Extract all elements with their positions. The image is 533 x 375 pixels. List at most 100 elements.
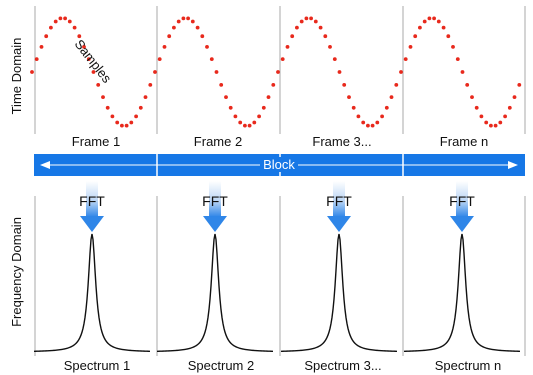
sample-point (418, 25, 422, 30)
sample-point (332, 57, 337, 61)
right-arrowhead-icon (508, 161, 518, 169)
sample-point (110, 114, 115, 119)
fft-arrow-head-icon (203, 216, 227, 232)
sample-point (34, 57, 39, 61)
fft-label: FFT (79, 193, 105, 209)
spectrum-label: Spectrum 3... (304, 358, 381, 373)
sample-point (342, 83, 347, 87)
sample-point (124, 123, 129, 128)
sample-point (209, 57, 214, 61)
sample-point (153, 70, 157, 74)
frequency-domain-dividers (34, 196, 526, 356)
sample-point (190, 19, 195, 24)
sample-points (30, 16, 522, 128)
sample-point (77, 34, 82, 39)
sample-point (224, 95, 228, 99)
sample-point (446, 34, 451, 39)
sample-point (470, 95, 474, 99)
sample-point (422, 19, 427, 24)
sample-point (129, 120, 134, 125)
sample-point (517, 83, 522, 87)
fft-arrow-shaft (86, 181, 98, 217)
fft-arrow-head-icon (450, 216, 474, 232)
fft-arrow-shaft (456, 181, 468, 217)
fft-arrow-head-icon (327, 216, 351, 232)
spectrum-curve (403, 233, 521, 352)
sample-point (347, 95, 351, 99)
sample-point (96, 83, 101, 87)
sample-point (356, 114, 361, 119)
sample-point (44, 34, 49, 39)
sample-point (413, 34, 418, 39)
sample-point (205, 45, 209, 49)
sample-point (280, 57, 285, 61)
sample-point (290, 34, 295, 39)
spectrum-curves (33, 233, 521, 352)
sample-point (143, 95, 148, 99)
sample-point (172, 25, 176, 30)
sample-point (276, 70, 280, 74)
sample-point (252, 120, 257, 125)
fft-label: FFT (449, 193, 475, 209)
sample-point (39, 45, 44, 49)
sample-point (441, 25, 446, 30)
samples-annotation: Samples (72, 37, 115, 86)
sample-point (403, 57, 408, 61)
sample-point (366, 123, 370, 128)
sample-point (243, 123, 247, 128)
spectrum-label: Spectrum 1 (64, 358, 130, 373)
sample-point (479, 114, 484, 119)
frame-label: Frame n (440, 134, 488, 149)
sample-point (489, 123, 493, 128)
sample-point (138, 105, 143, 110)
sample-point (465, 83, 470, 87)
spectrum-curve (156, 233, 274, 352)
sample-point (389, 95, 394, 99)
spectrum-labels: Spectrum 1 Spectrum 2 Spectrum 3... Spec… (64, 358, 501, 373)
sample-point (30, 70, 34, 74)
frame-label: Frame 1 (72, 134, 120, 149)
sample-point (384, 105, 389, 110)
spectrum-label: Spectrum 2 (188, 358, 254, 373)
sample-point (58, 16, 63, 21)
sample-point (295, 25, 299, 30)
fft-arrow-shaft (333, 181, 345, 217)
sample-point (512, 95, 517, 99)
spectrum-curve (280, 233, 398, 352)
spectrum-curve (33, 233, 151, 352)
fft-label: FFT (202, 193, 228, 209)
sample-point (266, 95, 271, 99)
block-label-backdrop (260, 157, 298, 172)
sample-point (408, 45, 413, 49)
sample-point (380, 114, 384, 119)
sample-point (86, 57, 91, 61)
sample-point (214, 70, 219, 74)
sample-point (72, 25, 77, 30)
sample-point (436, 19, 441, 24)
fft-arrow-shaft (209, 181, 221, 217)
time-domain-dividers (34, 6, 526, 134)
sample-point (460, 70, 465, 74)
block-bar: Block (34, 154, 525, 176)
sample-point (200, 34, 205, 39)
sample-point (261, 105, 266, 110)
sample-point (257, 114, 261, 119)
frequency-domain-axis-label: Frequency Domain (9, 217, 24, 327)
sample-point (484, 120, 489, 125)
sample-point (63, 16, 67, 21)
frame-labels: Frame 1 Frame 2 Frame 3... Frame n (72, 134, 488, 149)
sample-point (503, 114, 507, 119)
sample-point (219, 83, 224, 87)
sample-point (427, 16, 432, 21)
sample-point (493, 123, 498, 128)
sample-point (328, 45, 332, 49)
spectrum-label: Spectrum n (435, 358, 501, 373)
frame-label: Frame 3... (312, 134, 371, 149)
sample-point (115, 120, 120, 125)
sample-point (271, 83, 276, 87)
sample-point (455, 57, 460, 61)
sample-point (285, 45, 290, 49)
sample-point (228, 105, 233, 110)
fft-arrow-head-icon (80, 216, 104, 232)
